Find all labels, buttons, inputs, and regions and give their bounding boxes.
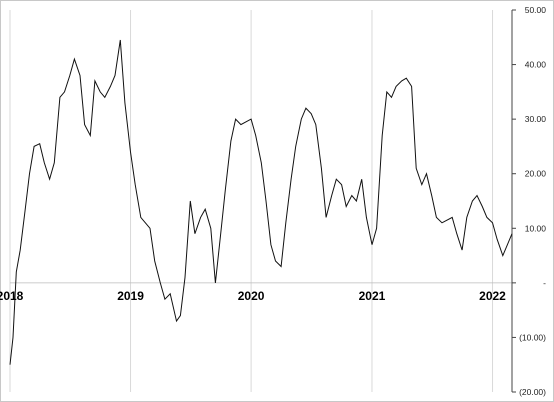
y-tick-label: (10.00) [519,332,546,342]
y-tick-label: 50.00 [525,5,547,15]
x-tick-label: 2018 [0,289,24,303]
y-tick-label: 20.00 [525,169,547,179]
vertical-gridlines [9,10,494,392]
x-tick-label: 2022 [479,289,506,303]
x-axis-ticks: 2018 2019 2020 2021 2022 [0,289,506,303]
y-tick-label: 10.00 [525,223,547,233]
y-tick-label: (20.00) [519,387,546,397]
y-axis-ticks: 50.00 40.00 30.00 20.00 10.00 - (10.00) (20.00) [512,5,546,397]
y-tick-label: 30.00 [525,114,547,124]
x-tick-label: 2020 [238,289,265,303]
y-tick-label: 40.00 [525,60,547,70]
x-tick-label: 2019 [117,289,144,303]
y-tick-label: - [543,278,546,288]
series-line [9,39,513,365]
x-tick-label: 2021 [359,289,386,303]
